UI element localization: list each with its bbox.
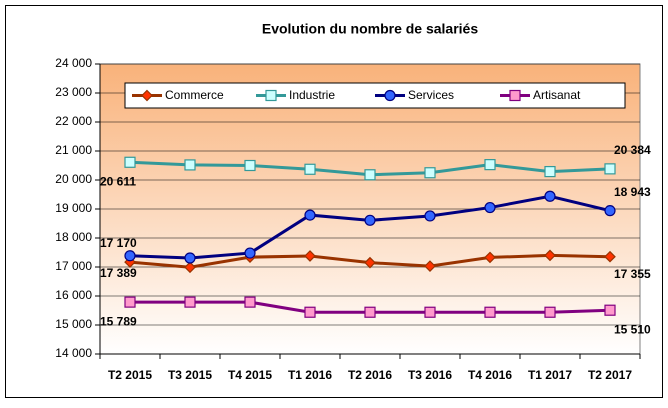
- legend-marker: [265, 89, 277, 102]
- data-point: [424, 167, 436, 179]
- data-label: 15 510: [614, 322, 651, 336]
- data-point: [484, 159, 496, 171]
- y-tick-label: 16 000: [55, 288, 92, 302]
- data-point: [304, 250, 316, 262]
- legend-label: Industrie: [289, 88, 335, 102]
- y-tick-label: 24 000: [55, 56, 92, 70]
- data-point: [544, 306, 556, 318]
- data-point: [544, 249, 556, 262]
- data-label: 15 789: [100, 314, 137, 328]
- data-label: 20 611: [100, 174, 136, 188]
- y-tick-label: 20 000: [55, 172, 92, 186]
- data-point: [484, 251, 496, 264]
- data-point: [184, 159, 196, 171]
- data-point: [364, 169, 376, 181]
- data-point: [604, 304, 616, 316]
- data-point: [184, 252, 196, 264]
- data-point: [364, 306, 376, 318]
- legend: Commerce Industrie Services Artisanat: [124, 82, 626, 109]
- y-tick-label: 19 000: [55, 201, 92, 215]
- legend-marker: [509, 89, 521, 102]
- data-point: [124, 296, 136, 308]
- data-point: [424, 210, 436, 222]
- data-point: [604, 250, 616, 263]
- data-label: 17 355: [614, 267, 651, 281]
- data-label: 20 384: [614, 143, 651, 157]
- data-point: [244, 296, 256, 308]
- data-label: 17 389: [100, 266, 137, 280]
- legend-marker: [141, 89, 153, 102]
- x-tick-label: T2 2016: [348, 368, 392, 382]
- legend-label: Artisanat: [533, 88, 581, 102]
- data-point: [124, 156, 136, 168]
- legend-label: Commerce: [165, 88, 224, 102]
- legend-label: Services: [408, 88, 454, 102]
- data-point: [604, 205, 616, 217]
- data-point: [424, 260, 436, 272]
- data-point: [304, 163, 316, 175]
- y-tick-label: 21 000: [55, 143, 92, 157]
- data-point: [544, 165, 556, 178]
- y-tick-label: 17 000: [55, 259, 92, 273]
- x-tick-label: T2 2017: [588, 368, 632, 382]
- data-label: 18 943: [614, 185, 651, 199]
- data-point: [184, 261, 196, 274]
- data-point: [124, 250, 136, 262]
- chart-title: Evolution du nombre de salariés: [262, 21, 478, 37]
- data-point: [244, 247, 256, 259]
- x-tick-label: T1 2016: [288, 368, 332, 382]
- y-tick-label: 22 000: [55, 114, 92, 128]
- y-tick-label: 15 000: [55, 317, 92, 331]
- y-tick-label: 14 000: [55, 346, 92, 360]
- y-tick-label: 18 000: [55, 230, 92, 244]
- x-tick-label: T4 2016: [468, 368, 512, 382]
- data-point: [304, 306, 316, 318]
- data-point: [184, 296, 196, 308]
- data-point: [484, 201, 496, 214]
- data-label: 17 170: [100, 236, 137, 250]
- data-point: [244, 159, 256, 172]
- x-tick-label: T3 2016: [408, 368, 452, 382]
- x-tick-label: T3 2015: [168, 368, 212, 382]
- x-tick-label: T4 2015: [228, 368, 272, 382]
- x-tick-label: T1 2017: [528, 368, 572, 382]
- data-point: [604, 163, 616, 175]
- y-tick-label: 23 000: [55, 85, 92, 99]
- legend-marker: [384, 89, 396, 102]
- data-point: [304, 209, 316, 221]
- x-tick-label: T2 2015: [108, 368, 152, 382]
- data-point: [544, 190, 556, 202]
- data-point: [424, 306, 436, 318]
- data-point: [484, 306, 496, 318]
- data-point: [364, 256, 376, 269]
- data-point: [364, 214, 376, 226]
